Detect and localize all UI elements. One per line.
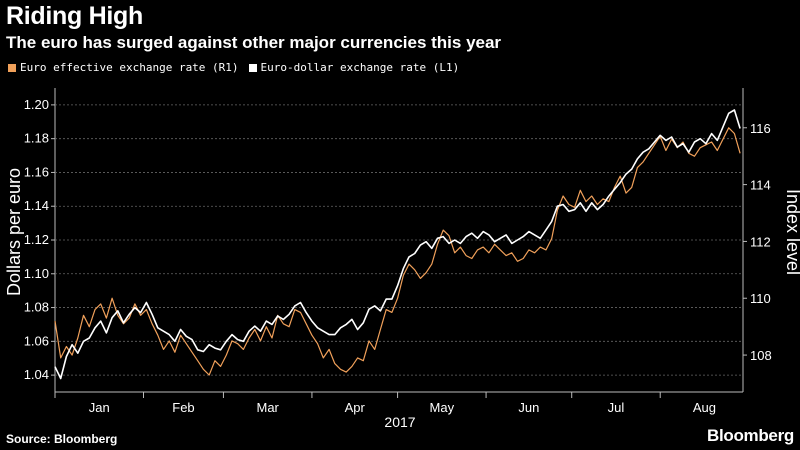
y-axis-right-label: Index level — [783, 189, 800, 275]
left-tick-label-3: 1.10 — [24, 266, 49, 281]
chart-subtitle: The euro has surged against other major … — [6, 33, 502, 52]
left-tick-label-0: 1.04 — [24, 367, 49, 382]
x-tick-label-may: May — [430, 400, 455, 415]
y-axis-left-label: Dollars per euro — [4, 168, 24, 296]
right-tick-label-3: 114 — [750, 178, 771, 193]
right-tick-label-4: 116 — [750, 121, 771, 136]
x-axis-ticks: Jan Feb Mar Apr May Jun Jul Aug — [54, 392, 716, 415]
right-axis-ticks: 108 110 112 114 116 — [743, 121, 772, 363]
legend-swatch-white — [248, 63, 257, 72]
legend-item-effective-rate: Euro effective exchange rate (R1) — [8, 61, 239, 74]
x-axis-label: 2017 — [384, 414, 415, 430]
brand-logo-text: Bloomberg — [706, 426, 794, 445]
x-tick-label-jan: Jan — [89, 400, 110, 415]
right-tick-label-2: 112 — [750, 234, 771, 249]
legend: Euro effective exchange rate (R1) Euro-d… — [8, 61, 459, 74]
x-tick-label-jul: Jul — [608, 400, 625, 415]
left-tick-label-1: 1.06 — [24, 333, 49, 348]
left-tick-label-6: 1.16 — [24, 164, 49, 179]
left-tick-label-2: 1.08 — [24, 300, 49, 315]
x-tick-label-mar: Mar — [256, 400, 279, 415]
left-axis-ticks: 1.04 1.06 1.08 1.10 1.12 1.14 1.16 1.18 1.20 — [24, 97, 55, 382]
legend-label-euro-dollar: Euro-dollar exchange rate (L1) — [260, 61, 460, 74]
left-tick-label-4: 1.12 — [24, 232, 49, 247]
x-tick-label-aug: Aug — [693, 400, 716, 415]
x-tick-label-apr: Apr — [345, 400, 366, 415]
legend-item-euro-dollar: Euro-dollar exchange rate (L1) — [248, 61, 460, 74]
source-note: Source: Bloomberg — [6, 432, 118, 446]
grid-lines — [54, 88, 744, 393]
series-line-effective-rate — [54, 127, 741, 376]
left-tick-label-5: 1.14 — [24, 198, 49, 213]
chart-title: Riding High — [6, 2, 143, 30]
left-tick-label-8: 1.20 — [24, 97, 49, 112]
right-tick-label-1: 110 — [750, 291, 771, 306]
x-tick-label-jun: Jun — [518, 400, 539, 415]
right-tick-label-0: 108 — [750, 348, 772, 363]
legend-swatch-orange — [8, 63, 16, 72]
series-lines — [54, 109, 741, 380]
left-tick-label-7: 1.18 — [24, 131, 49, 146]
series-line-euro-dollar — [54, 109, 741, 380]
x-tick-label-feb: Feb — [172, 400, 194, 415]
legend-label-effective-rate: Euro effective exchange rate (R1) — [20, 61, 239, 74]
